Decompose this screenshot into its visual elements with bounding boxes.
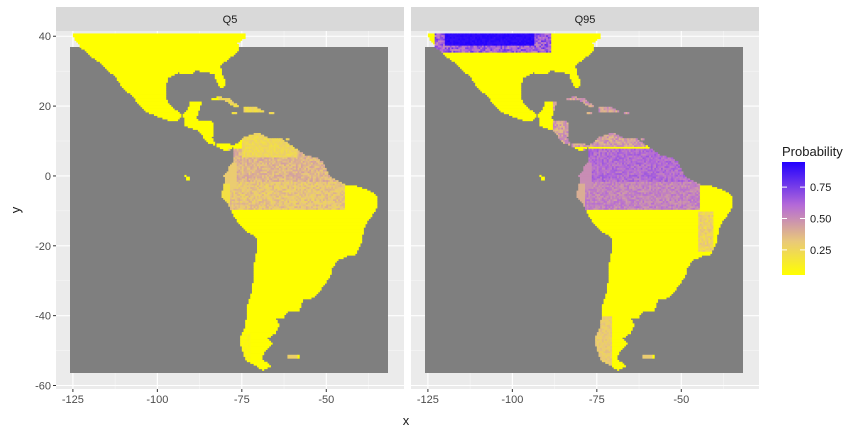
raster-cell <box>220 86 224 88</box>
raster-cell <box>228 149 230 151</box>
raster-cell <box>583 149 585 151</box>
raster-cell <box>534 72 548 74</box>
raster-cell <box>287 357 298 359</box>
raster-cell <box>179 72 193 74</box>
raster-cell <box>568 143 570 145</box>
raster-cell <box>617 110 619 112</box>
raster-cell <box>575 86 579 88</box>
raster-cell <box>548 128 553 130</box>
raster-cell <box>592 105 594 107</box>
raster-cell <box>262 110 264 112</box>
raster-cell <box>642 138 644 140</box>
raster-cell <box>262 369 264 371</box>
panel-q95: Q95 <box>411 7 759 389</box>
raster-cell <box>237 105 239 107</box>
panel-q5: Q5 <box>56 7 404 389</box>
raster-cell <box>541 178 545 180</box>
raster-cell <box>223 149 228 151</box>
raster-cell <box>590 112 592 114</box>
raster-cell <box>211 98 218 100</box>
raster-cell <box>287 138 289 140</box>
raster-cell <box>168 119 179 121</box>
raster-cell <box>627 112 629 114</box>
raster-cell <box>298 357 300 359</box>
raster-cell <box>186 178 190 180</box>
raster-cell <box>213 143 215 145</box>
raster-cell <box>578 149 583 151</box>
strip-label-q5: Q5 <box>223 14 238 26</box>
raster-cell <box>235 112 237 114</box>
raster-cell <box>272 112 274 114</box>
raster-cell <box>523 119 534 121</box>
